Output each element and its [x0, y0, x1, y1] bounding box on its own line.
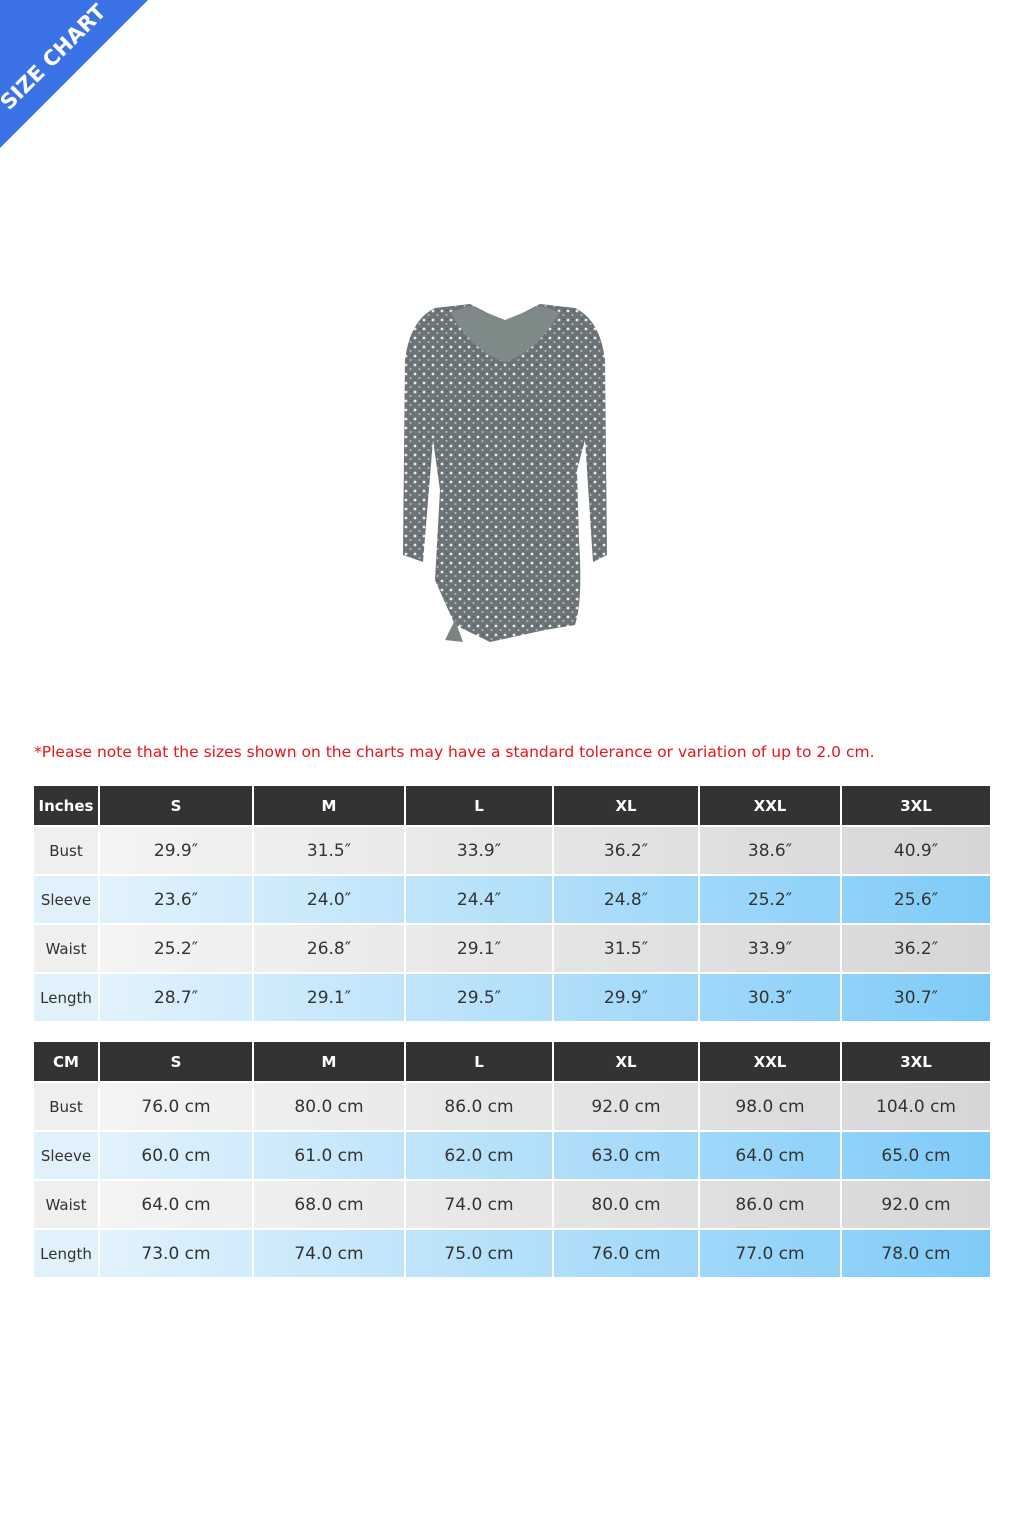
measurement-value: 31.5″ — [254, 827, 404, 874]
measurement-value: 24.0″ — [254, 876, 404, 923]
size-header: S — [100, 786, 252, 825]
header-row: CM S M L XL XXL 3XL — [34, 1042, 990, 1081]
table-row: Bust 29.9″ 31.5″ 33.9″ 36.2″ 38.6″ 40.9″ — [34, 827, 990, 874]
table-row: Length 73.0 cm 74.0 cm 75.0 cm 76.0 cm 77.0 c… — [34, 1230, 990, 1277]
size-header: 3XL — [842, 1042, 990, 1081]
measurement-value: 60.0 cm — [100, 1132, 252, 1179]
measurement-label: Bust — [34, 1083, 98, 1130]
measurement-value: 64.0 cm — [700, 1132, 840, 1179]
header-row: Inches S M L XL XXL 3XL — [34, 786, 990, 825]
measurement-label: Sleeve — [34, 1132, 98, 1179]
measurement-value: 65.0 cm — [842, 1132, 990, 1179]
measurement-value: 86.0 cm — [700, 1181, 840, 1228]
measurement-value: 26.8″ — [254, 925, 404, 972]
tolerance-note: *Please note that the sizes shown on the… — [34, 743, 875, 761]
measurement-value: 62.0 cm — [406, 1132, 552, 1179]
table-row: Bust 76.0 cm 80.0 cm 86.0 cm 92.0 cm 98.0 cm 1… — [34, 1083, 990, 1130]
measurement-value: 80.0 cm — [254, 1083, 404, 1130]
size-header: XL — [554, 786, 698, 825]
measurement-value: 36.2″ — [554, 827, 698, 874]
measurement-value: 68.0 cm — [254, 1181, 404, 1228]
measurement-value: 23.6″ — [100, 876, 252, 923]
measurement-value: 74.0 cm — [406, 1181, 552, 1228]
table-row: Sleeve 23.6″ 24.0″ 24.4″ 24.8″ 25.2″ 25.6″ — [34, 876, 990, 923]
measurement-label: Bust — [34, 827, 98, 874]
measurement-value: 31.5″ — [554, 925, 698, 972]
size-header: L — [406, 786, 552, 825]
measurement-value: 92.0 cm — [554, 1083, 698, 1130]
size-header: XXL — [700, 1042, 840, 1081]
measurement-value: 29.9″ — [100, 827, 252, 874]
measurement-value: 76.0 cm — [554, 1230, 698, 1277]
measurement-value: 38.6″ — [700, 827, 840, 874]
measurement-value: 92.0 cm — [842, 1181, 990, 1228]
measurement-label: Sleeve — [34, 876, 98, 923]
size-header: XL — [554, 1042, 698, 1081]
measurement-value: 30.7″ — [842, 974, 990, 1021]
corner-header: Inches — [34, 786, 98, 825]
measurement-value: 104.0 cm — [842, 1083, 990, 1130]
measurement-value: 63.0 cm — [554, 1132, 698, 1179]
measurement-value: 25.2″ — [100, 925, 252, 972]
measurement-value: 25.2″ — [700, 876, 840, 923]
size-chart-banner: SIZE CHART — [0, 0, 148, 148]
measurement-value: 73.0 cm — [100, 1230, 252, 1277]
measurement-value: 76.0 cm — [100, 1083, 252, 1130]
size-header: M — [254, 1042, 404, 1081]
table-row: Waist 25.2″ 26.8″ 29.1″ 31.5″ 33.9″ 36.2″ — [34, 925, 990, 972]
measurement-label: Waist — [34, 1181, 98, 1228]
measurement-value: 33.9″ — [406, 827, 552, 874]
measurement-label: Length — [34, 974, 98, 1021]
measurement-value: 78.0 cm — [842, 1230, 990, 1277]
cm-size-table: CM S M L XL XXL 3XL Bust 76.0 cm 80.0 cm 86… — [32, 1040, 992, 1279]
measurement-value: 74.0 cm — [254, 1230, 404, 1277]
corner-header: CM — [34, 1042, 98, 1081]
measurement-value: 29.1″ — [406, 925, 552, 972]
table-row: Sleeve 60.0 cm 61.0 cm 62.0 cm 63.0 cm 64.0 c… — [34, 1132, 990, 1179]
measurement-value: 61.0 cm — [254, 1132, 404, 1179]
measurement-value: 40.9″ — [842, 827, 990, 874]
measurement-label: Waist — [34, 925, 98, 972]
measurement-value: 25.6″ — [842, 876, 990, 923]
measurement-value: 75.0 cm — [406, 1230, 552, 1277]
measurement-value: 29.1″ — [254, 974, 404, 1021]
measurement-value: 64.0 cm — [100, 1181, 252, 1228]
measurement-value: 80.0 cm — [554, 1181, 698, 1228]
table-row: Waist 64.0 cm 68.0 cm 74.0 cm 80.0 cm 86.0 cm… — [34, 1181, 990, 1228]
measurement-label: Length — [34, 1230, 98, 1277]
measurement-value: 30.3″ — [700, 974, 840, 1021]
measurement-value: 29.5″ — [406, 974, 552, 1021]
size-header: 3XL — [842, 786, 990, 825]
measurement-value: 77.0 cm — [700, 1230, 840, 1277]
size-header: M — [254, 786, 404, 825]
size-header: L — [406, 1042, 552, 1081]
table-row: Length 28.7″ 29.1″ 29.5″ 29.9″ 30.3″ 30.7″ — [34, 974, 990, 1021]
size-header: XXL — [700, 786, 840, 825]
product-image-sequin-dress — [403, 304, 607, 642]
size-header: S — [100, 1042, 252, 1081]
measurement-value: 29.9″ — [554, 974, 698, 1021]
measurement-value: 36.2″ — [842, 925, 990, 972]
measurement-value: 33.9″ — [700, 925, 840, 972]
measurement-value: 24.8″ — [554, 876, 698, 923]
inches-size-table: Inches S M L XL XXL 3XL Bust 29.9″ 31.5″ 33… — [32, 784, 992, 1023]
measurement-value: 86.0 cm — [406, 1083, 552, 1130]
measurement-value: 98.0 cm — [700, 1083, 840, 1130]
measurement-value: 28.7″ — [100, 974, 252, 1021]
measurement-value: 24.4″ — [406, 876, 552, 923]
